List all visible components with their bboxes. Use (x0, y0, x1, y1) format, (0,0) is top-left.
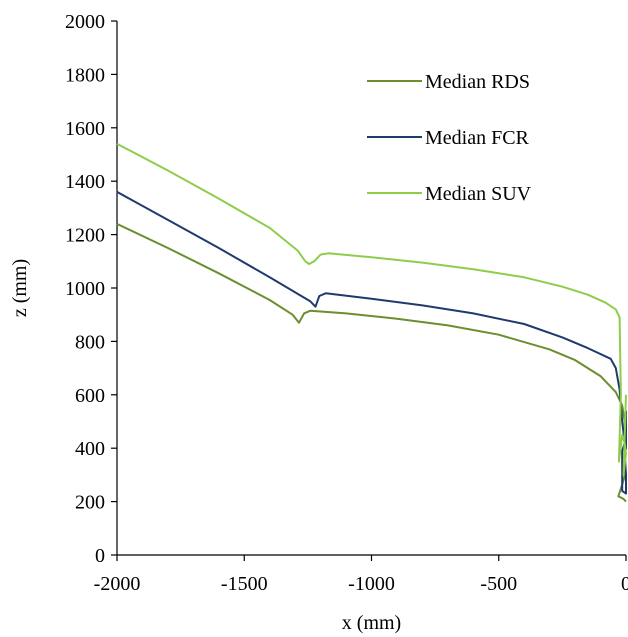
series-line-median-rds (116, 222, 627, 503)
y-tick-label: 600 (75, 385, 105, 407)
x-tick-label: 0 (621, 573, 628, 595)
y-axis-title: z (mm) (9, 259, 31, 317)
x-tick-label: -2000 (94, 573, 141, 595)
legend: Median RDS Median FCR Median SUV (367, 71, 532, 205)
y-tick-label: 1000 (65, 278, 105, 300)
legend-label: Median FCR (425, 127, 530, 149)
y-tick-label: 1600 (65, 118, 105, 140)
y-tick-label: 200 (75, 492, 105, 514)
y-tick-label: 1200 (65, 225, 105, 247)
y-tick-label: 800 (75, 331, 105, 353)
x-ticks: -2000 -1500 -1000 -500 0 (94, 555, 628, 595)
y-ticks: 0 200 400 600 800 1000 1200 1400 1600 1800 2000 (65, 11, 117, 567)
y-tick-label: 1800 (65, 64, 105, 86)
x-tick-label: -500 (480, 573, 517, 595)
legend-label: Median RDS (425, 71, 530, 93)
x-axis-title: x (mm) (342, 612, 401, 634)
x-tick-label: -1500 (221, 573, 268, 595)
y-tick-label: 1400 (65, 171, 105, 193)
y-tick-label: 2000 (65, 11, 105, 33)
series-line-median-suv (116, 142, 627, 476)
axes (116, 21, 626, 556)
legend-label: Median SUV (425, 183, 532, 205)
series-line-median-fcr (116, 191, 627, 495)
y-tick-label: 400 (75, 438, 105, 460)
series-layer (116, 142, 627, 503)
x-tick-label: -1000 (348, 573, 395, 595)
y-tick-label: 0 (95, 545, 105, 567)
